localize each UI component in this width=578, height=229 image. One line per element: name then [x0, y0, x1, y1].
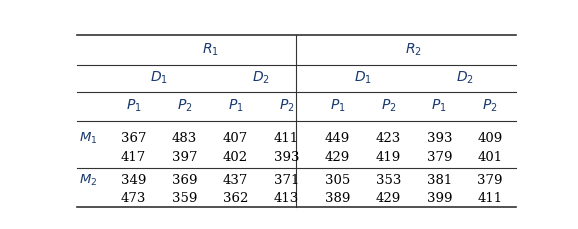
Text: 429: 429: [376, 192, 401, 205]
Text: 402: 402: [223, 151, 248, 164]
Text: $D_1$: $D_1$: [354, 70, 372, 86]
Text: 473: 473: [121, 192, 146, 205]
Text: 399: 399: [427, 192, 452, 205]
Text: $M_1$: $M_1$: [79, 131, 97, 146]
Text: 393: 393: [427, 132, 452, 145]
Text: 369: 369: [172, 174, 197, 186]
Text: 401: 401: [477, 151, 503, 164]
Text: $D_1$: $D_1$: [150, 70, 168, 86]
Text: $P_2$: $P_2$: [380, 98, 396, 114]
Text: 379: 379: [427, 151, 452, 164]
Text: 397: 397: [172, 151, 197, 164]
Text: 371: 371: [274, 174, 299, 186]
Text: $R_1$: $R_1$: [202, 41, 218, 58]
Text: $P_2$: $P_2$: [177, 98, 192, 114]
Text: 449: 449: [325, 132, 350, 145]
Text: $M_2$: $M_2$: [79, 172, 97, 188]
Text: 437: 437: [223, 174, 248, 186]
Text: 362: 362: [223, 192, 248, 205]
Text: 381: 381: [427, 174, 452, 186]
Text: 419: 419: [376, 151, 401, 164]
Text: $P_1$: $P_1$: [329, 98, 345, 114]
Text: $R_2$: $R_2$: [405, 41, 423, 58]
Text: $P_1$: $P_1$: [126, 98, 142, 114]
Text: 379: 379: [477, 174, 503, 186]
Text: 409: 409: [477, 132, 503, 145]
Text: 411: 411: [274, 132, 299, 145]
Text: 349: 349: [121, 174, 146, 186]
Text: 429: 429: [325, 151, 350, 164]
Text: $P_1$: $P_1$: [228, 98, 243, 114]
Text: 389: 389: [325, 192, 350, 205]
Text: $P_2$: $P_2$: [483, 98, 498, 114]
Text: $D_2$: $D_2$: [456, 70, 474, 86]
Text: 417: 417: [121, 151, 146, 164]
Text: 407: 407: [223, 132, 248, 145]
Text: 359: 359: [172, 192, 197, 205]
Text: 423: 423: [376, 132, 401, 145]
Text: $P_1$: $P_1$: [432, 98, 447, 114]
Text: 483: 483: [172, 132, 197, 145]
Text: 367: 367: [121, 132, 146, 145]
Text: 305: 305: [325, 174, 350, 186]
Text: $P_2$: $P_2$: [279, 98, 294, 114]
Text: 393: 393: [273, 151, 299, 164]
Text: 413: 413: [274, 192, 299, 205]
Text: 411: 411: [477, 192, 503, 205]
Text: 353: 353: [376, 174, 401, 186]
Text: $D_2$: $D_2$: [252, 70, 270, 86]
